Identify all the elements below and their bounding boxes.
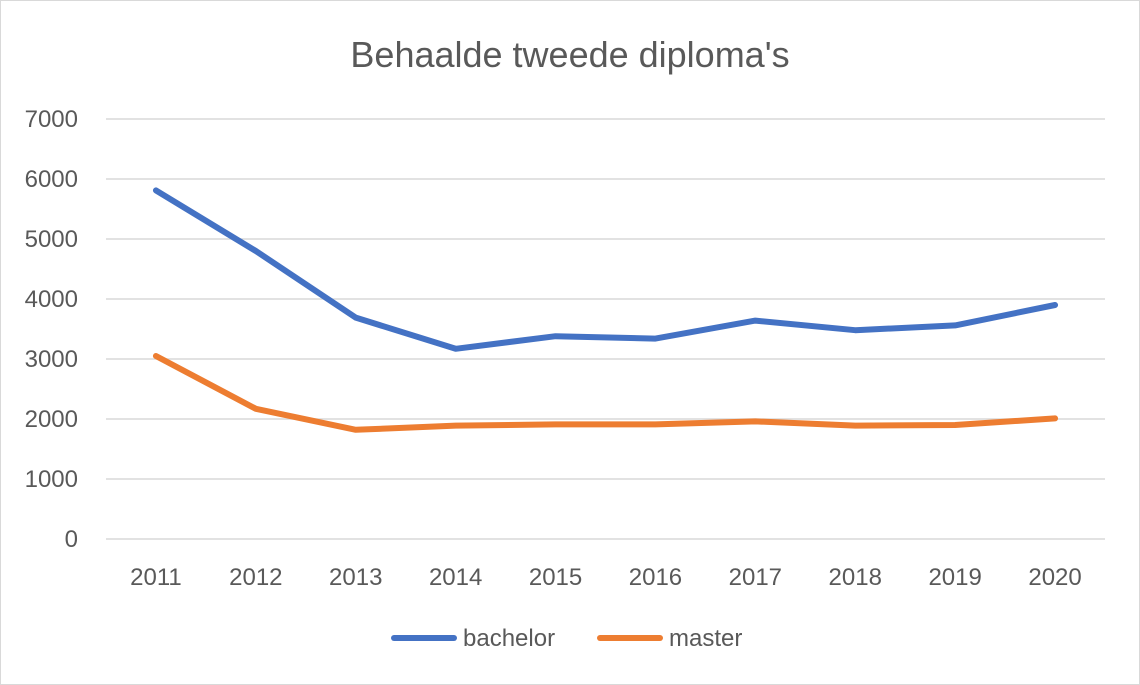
x-tick-label: 2013 (329, 564, 382, 591)
series-line-bachelor (152, 187, 1059, 352)
y-tick-label: 7000 (25, 106, 78, 133)
x-tick-label: 2016 (629, 564, 682, 591)
x-tick-label: 2020 (1028, 564, 1081, 591)
x-tick-label: 2018 (829, 564, 882, 591)
x-tick-label: 2011 (130, 564, 182, 591)
y-tick-label: 4000 (25, 286, 78, 313)
y-tick-label: 6000 (25, 166, 78, 193)
y-tick-label: 0 (65, 526, 78, 553)
gridlines (106, 118, 1105, 540)
y-tick-label: 1000 (25, 466, 78, 493)
series-line-master (152, 353, 1059, 433)
x-axis-ticks: 2011 2012 2013 2014 2015 2016 2017 2018 2019 2020 (130, 564, 1082, 591)
chart-title: Behaalde tweede diploma's (350, 34, 789, 75)
x-tick-label: 2019 (928, 564, 981, 591)
x-tick-label: 2017 (729, 564, 782, 591)
series-lines (152, 187, 1059, 433)
y-tick-label: 5000 (25, 226, 78, 253)
y-tick-label: 2000 (25, 406, 78, 433)
legend-label-master: master (669, 625, 742, 652)
y-tick-label: 3000 (25, 346, 78, 373)
x-tick-label: 2012 (229, 564, 282, 591)
x-tick-label: 2014 (429, 564, 482, 591)
legend: bachelor master (391, 625, 742, 652)
y-axis-ticks: 0 1000 2000 3000 4000 5000 6000 7000 (25, 106, 78, 553)
legend-label-bachelor: bachelor (463, 625, 555, 652)
x-tick-label: 2015 (529, 564, 582, 591)
